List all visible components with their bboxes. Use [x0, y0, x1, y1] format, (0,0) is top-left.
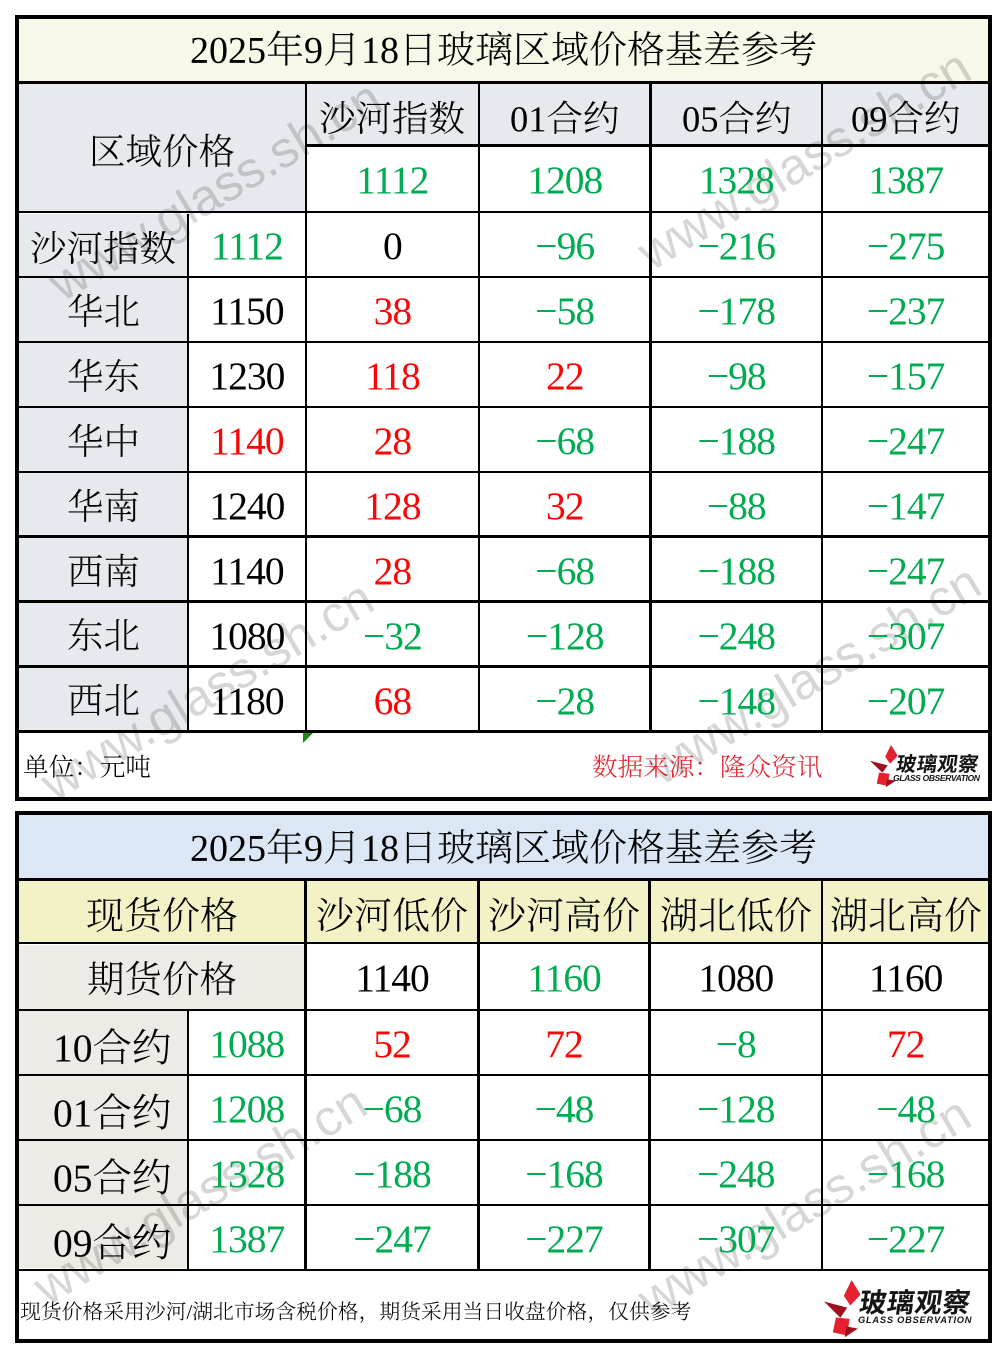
svg-text:GLASS OBSERVATION: GLASS OBSERVATION: [893, 773, 981, 783]
svg-text:GLASS OBSERVATION: GLASS OBSERVATION: [858, 1315, 972, 1325]
